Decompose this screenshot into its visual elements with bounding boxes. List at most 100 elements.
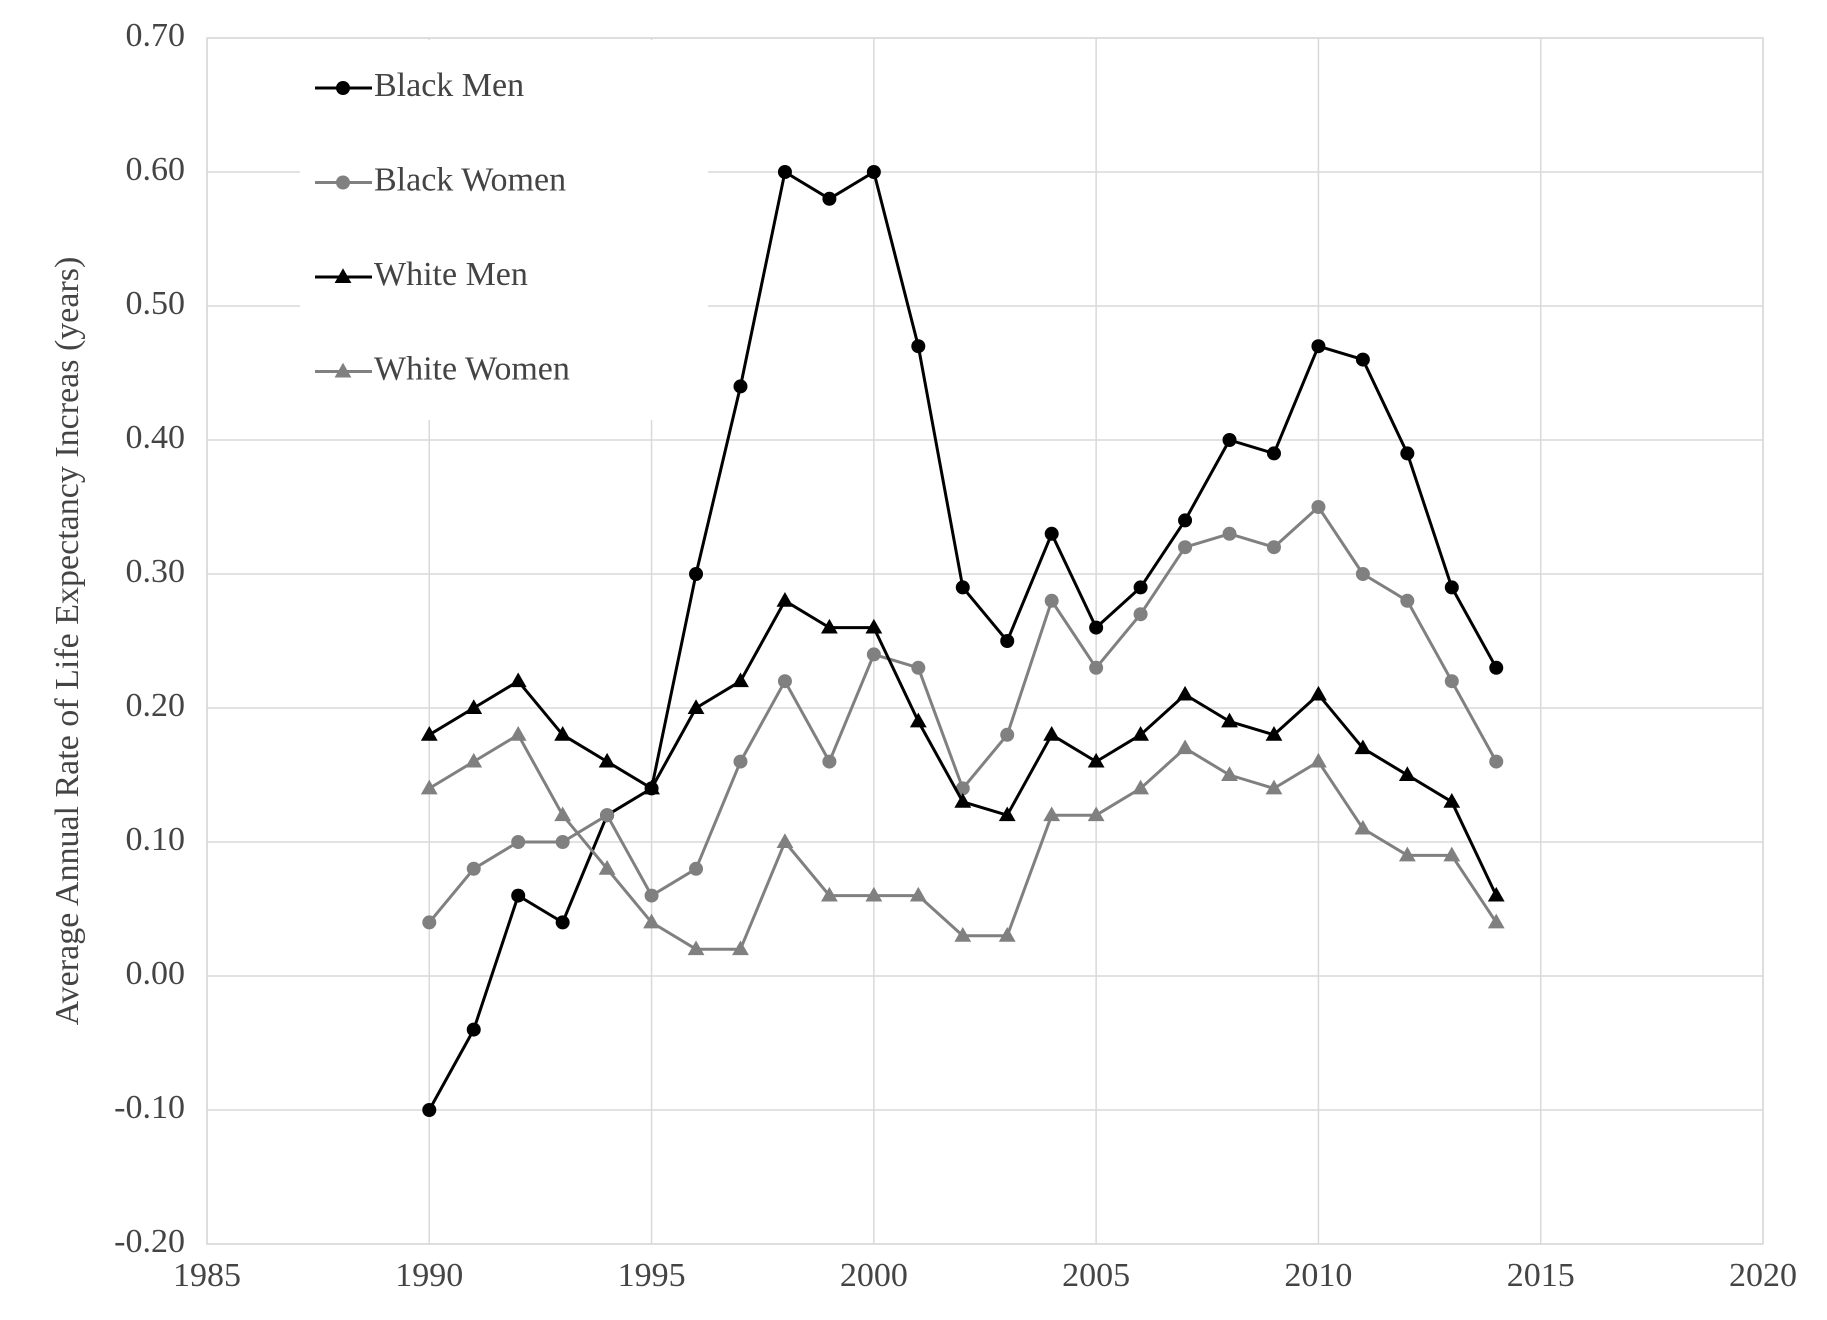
point — [1044, 593, 1059, 608]
point — [420, 779, 438, 795]
y-tick-label: -0.20 — [114, 1223, 185, 1260]
plot-border — [206, 37, 1764, 1245]
point — [598, 860, 616, 875]
point — [1176, 685, 1194, 701]
point — [1354, 739, 1372, 755]
point — [555, 835, 570, 849]
y-tick-label: 0.30 — [126, 553, 186, 590]
y-tick-label: -0.10 — [114, 1089, 185, 1126]
point — [954, 927, 972, 942]
point — [1000, 634, 1015, 648]
point — [1222, 433, 1237, 447]
y-tick-label: 0.50 — [126, 285, 186, 322]
point — [733, 754, 748, 769]
point — [1178, 540, 1193, 555]
x-tick-label: 2000 — [840, 1257, 908, 1294]
point — [955, 580, 970, 595]
point — [1398, 766, 1416, 781]
point — [466, 861, 481, 876]
point — [643, 913, 660, 929]
x-tick-label: 2005 — [1062, 1257, 1130, 1294]
x-tick-label: 1995 — [618, 1257, 686, 1294]
point — [1221, 712, 1238, 728]
x-tick-label: 1990 — [395, 1257, 463, 1294]
point — [821, 886, 838, 902]
legend-label: White Men — [374, 256, 528, 293]
point — [465, 699, 483, 714]
point — [1398, 846, 1416, 862]
y-tick-label: 0.40 — [126, 419, 186, 456]
point — [1265, 779, 1283, 795]
x-tick-label: 2010 — [1284, 1257, 1352, 1294]
point — [555, 915, 570, 930]
point — [1266, 540, 1281, 555]
point — [998, 806, 1016, 822]
legend-label: White Women — [374, 350, 570, 387]
point — [554, 806, 572, 822]
point — [732, 940, 749, 956]
point — [1443, 793, 1461, 808]
point — [687, 699, 705, 714]
point — [598, 752, 616, 768]
point — [1043, 806, 1061, 822]
point — [1444, 674, 1459, 689]
point — [1000, 727, 1015, 742]
y-tick-label: 0.60 — [126, 151, 186, 188]
legend-label: Black Women — [374, 161, 566, 198]
point — [509, 726, 527, 741]
point — [1489, 754, 1504, 769]
point — [1087, 752, 1105, 768]
point — [954, 793, 972, 808]
point — [600, 808, 615, 823]
point — [1089, 660, 1104, 675]
point — [336, 81, 350, 95]
point — [1087, 806, 1105, 822]
point — [1089, 620, 1104, 635]
y-tick-label: 0.10 — [126, 821, 186, 858]
point — [336, 175, 350, 190]
point — [1132, 726, 1149, 741]
point — [1178, 513, 1193, 528]
point — [1222, 526, 1237, 541]
point — [420, 726, 438, 741]
point — [554, 726, 572, 741]
point — [998, 927, 1016, 942]
point — [1311, 500, 1326, 514]
legend-box — [300, 40, 708, 420]
point — [511, 888, 526, 903]
point — [866, 165, 881, 179]
point — [1444, 580, 1459, 595]
point — [1443, 846, 1461, 862]
point — [1400, 446, 1415, 461]
point — [465, 752, 483, 768]
point — [689, 861, 704, 876]
x-tick-label: 1985 — [173, 1257, 241, 1294]
point — [1355, 567, 1370, 581]
point — [909, 886, 927, 902]
point — [1176, 739, 1194, 755]
point — [1133, 607, 1148, 622]
point — [777, 165, 792, 179]
point — [776, 833, 794, 848]
point — [1221, 766, 1238, 781]
point — [1043, 726, 1061, 741]
point — [777, 674, 792, 689]
point — [955, 781, 970, 796]
point — [732, 672, 749, 688]
point — [689, 567, 704, 581]
y-axis-label: Average Annual Rate of Life Expectancy I… — [49, 257, 86, 1026]
point — [1310, 752, 1327, 768]
point — [509, 672, 527, 688]
series-line — [428, 599, 1498, 897]
y-tick-label: 0.70 — [126, 17, 186, 54]
point — [1132, 779, 1149, 795]
legend-label: Black Men — [374, 67, 524, 104]
point — [466, 1022, 481, 1037]
point — [643, 779, 660, 795]
point — [911, 660, 926, 675]
point — [422, 1103, 437, 1117]
x-tick-label: 2015 — [1507, 1257, 1575, 1294]
point — [1400, 593, 1415, 608]
point — [822, 191, 837, 206]
